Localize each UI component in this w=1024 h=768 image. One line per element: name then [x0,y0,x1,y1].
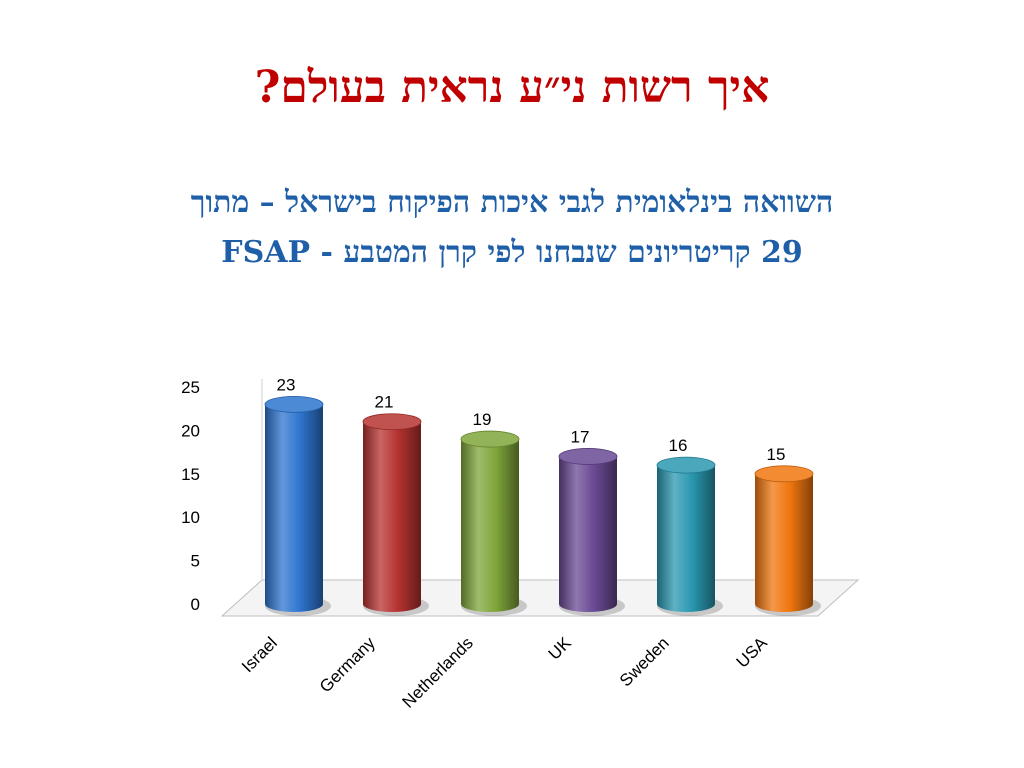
bar-body [265,404,323,612]
bar-germany [362,413,429,616]
data-labels: 23 21 19 17 16 15 [277,375,786,463]
y-tick-label: 5 [191,552,200,571]
bar-netherlands [460,430,527,616]
data-label: 21 [375,393,394,412]
data-label: 16 [669,436,688,455]
bar-top [558,448,618,465]
bar-sweden [656,456,723,616]
x-axis: Israel Germany Netherlands UK Sweden USA [238,633,771,712]
bar-uk [558,448,625,616]
bar-top [656,456,716,474]
data-label: 23 [277,375,296,394]
slide-title: איך רשות ני״ע נראית בעולם? [254,62,770,113]
bar-usa [754,465,821,616]
y-tick-label: 25 [181,378,200,397]
y-tick-label: 20 [181,421,200,440]
x-tick-label: UK [545,633,576,664]
x-tick-label: USA [733,633,772,672]
x-tick-label: Netherlands [399,633,477,711]
bar-top [754,465,814,483]
x-tick-label: Israel [238,633,281,676]
data-label: 17 [571,427,590,446]
bar-body [461,439,519,612]
bar-body [559,456,617,612]
data-label: 19 [473,410,492,429]
bar-top [362,413,422,431]
subtitle-line-1: השוואה בינלאומית לגבי איכות הפיקוח בישרא… [190,185,834,220]
data-label: 15 [767,445,786,464]
y-tick-label: 10 [181,508,200,527]
y-axis: 0 5 10 15 20 25 [181,378,200,614]
bar-israel [264,395,331,616]
bar-body [363,421,421,612]
x-tick-label: Sweden [616,633,673,690]
bars [264,395,821,616]
y-tick-label: 15 [181,465,200,484]
bar-top [460,430,520,448]
y-tick-label: 0 [191,595,200,614]
subtitle-line-2: 29 קריטריונים שנבחנו לפי קרן המטבע - FSA… [221,235,803,270]
bar-body [755,473,813,612]
bar-body [657,465,715,612]
x-tick-label: Germany [316,633,379,696]
bar-top [264,395,324,413]
slide-subtitle: השוואה בינלאומית לגבי איכות הפיקוח בישרא… [40,178,984,278]
bar-chart: 0 5 10 15 20 25 23 21 19 17 16 15 Israel Germany Net… [181,375,860,712]
